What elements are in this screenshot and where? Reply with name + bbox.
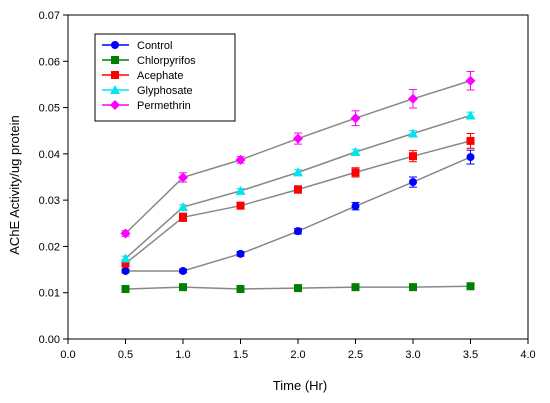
legend-item-permethrin: Permethrin [102,100,191,112]
y-axis-title: AChE Activity/ug protein [7,115,22,254]
x-axis-ticks: 0.0 0.5 1.0 1.5 2.0 2.5 3.0 3.5 4.0 [60,339,536,361]
legend-label: Permethrin [137,100,191,112]
y-tick-label: 0.05 [39,103,60,115]
y-tick-label: 0.02 [39,241,60,253]
legend-marker [110,85,120,94]
data-point-acephate [236,201,245,210]
x-tick-label: 2.5 [348,349,363,361]
y-tick-label: 0.06 [39,56,60,68]
series-permethrin [120,70,476,239]
data-point-acephate [466,136,475,145]
y-tick-label: 0.04 [39,149,60,161]
data-point-permethrin [120,228,131,239]
x-tick-label: 3.0 [405,349,420,361]
data-point-acephate [294,185,302,194]
data-point-glyphosate [350,147,361,157]
data-point-permethrin [408,93,418,104]
legend-label: Acephate [137,70,183,82]
data-point-acephate [179,213,187,222]
series-chlorpyrifos [121,282,475,294]
data-point-glyphosate [465,110,476,120]
data-point-control [294,227,302,236]
y-tick-label: 0.00 [39,334,60,346]
data-point-permethrin [465,75,476,86]
data-point-chlorpyrifos [409,283,417,292]
x-axis-title: Time (Hr) [273,378,327,393]
plot-area: 0.0 0.5 1.0 1.5 2.0 2.5 3.0 3.5 4.0 0.00 0.01 0.02… [39,10,536,361]
data-point-permethrin [178,172,188,183]
data-point-glyphosate [293,167,303,177]
data-point-permethrin [293,133,303,144]
series-acephate [121,132,475,268]
x-tick-label: 0.0 [60,349,75,361]
data-point-control [121,266,130,275]
data-point-acephate [409,152,417,161]
legend-marker [111,71,119,79]
data-point-chlorpyrifos [121,285,130,294]
x-tick-label: 1.0 [175,349,190,361]
data-point-permethrin [235,154,246,165]
legend: Control Chlorpyrifos Acephate Glyphosate Per… [94,33,236,122]
data-point-glyphosate [120,253,131,263]
x-tick-label: 1.5 [233,349,248,361]
data-point-chlorpyrifos [351,283,360,292]
data-point-chlorpyrifos [236,285,245,294]
data-point-chlorpyrifos [179,283,187,292]
y-axis-ticks: 0.00 0.01 0.02 0.03 0.04 0.05 0.06 0.07 [39,10,68,346]
data-point-chlorpyrifos [294,284,302,293]
legend-item-control: Control [102,40,172,52]
series-layer [120,70,476,294]
data-point-control [409,178,417,187]
data-point-acephate [121,259,130,268]
data-point-glyphosate [178,202,188,212]
data-point-permethrin [350,113,361,124]
legend-marker [111,41,119,49]
data-point-control [179,266,187,275]
y-tick-label: 0.07 [39,10,60,22]
data-point-glyphosate [235,185,246,195]
data-point-acephate [351,168,360,177]
series-glyphosate [120,110,476,263]
data-point-control [466,153,475,162]
y-tick-label: 0.01 [39,288,60,300]
series-control [121,149,475,275]
x-tick-label: 2.0 [290,349,305,361]
legend-item-chlorpyrifos: Chlorpyrifos [102,55,196,67]
legend-label: Glyphosate [137,85,193,97]
legend-label: Control [137,40,172,52]
legend-marker [110,100,120,110]
x-tick-label: 0.5 [118,349,133,361]
x-tick-label: 3.5 [463,349,478,361]
y-tick-label: 0.03 [39,195,60,207]
data-point-control [351,202,360,211]
legend-marker [111,56,119,64]
x-tick-label: 4.0 [520,349,535,361]
data-point-control [236,249,245,258]
legend-item-acephate: Acephate [102,70,183,82]
legend-label: Chlorpyrifos [137,55,196,67]
data-point-chlorpyrifos [466,282,475,291]
data-point-glyphosate [408,128,418,138]
legend-item-glyphosate: Glyphosate [102,85,193,97]
series-line-acephate [125,140,471,265]
